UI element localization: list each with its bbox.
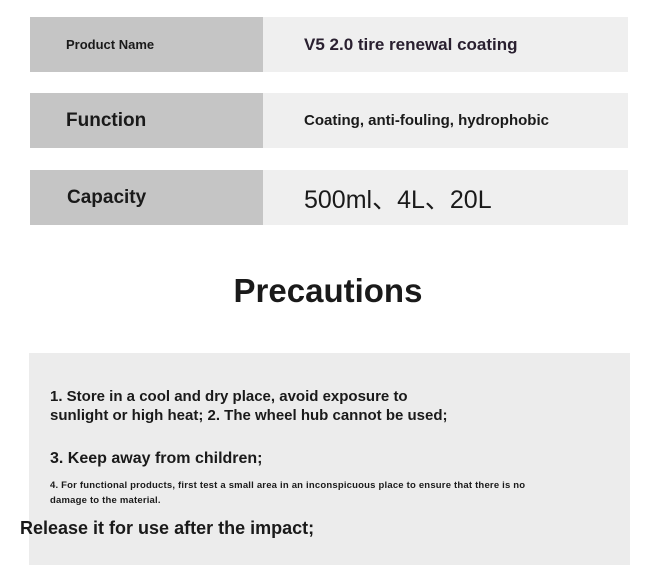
label-product-name: Product Name (30, 17, 279, 72)
precaution-line-4a: 4. For functional products, first test a… (50, 480, 526, 491)
precaution-release: Release it for use after the impact; (20, 518, 315, 538)
precautions-title: Precautions (233, 272, 423, 309)
value-function: Coating, anti-fouling, hydrophobic (263, 93, 628, 148)
precaution-line-1a: 1. Store in a cool and dry place, avoid … (50, 388, 408, 405)
precaution-line-3: 3. Keep away from children; (50, 450, 263, 467)
value-capacity: 500ml、4L、20L (263, 170, 628, 225)
precaution-line-4b: damage to the material. (50, 495, 161, 506)
label-capacity: Capacity (30, 170, 280, 225)
value-product-name: V5 2.0 tire renewal coating (263, 17, 628, 72)
precaution-line-1b: sunlight or high heat; 2. The wheel hub … (50, 407, 448, 424)
precautions-panel (29, 353, 630, 565)
label-function: Function (30, 93, 279, 148)
